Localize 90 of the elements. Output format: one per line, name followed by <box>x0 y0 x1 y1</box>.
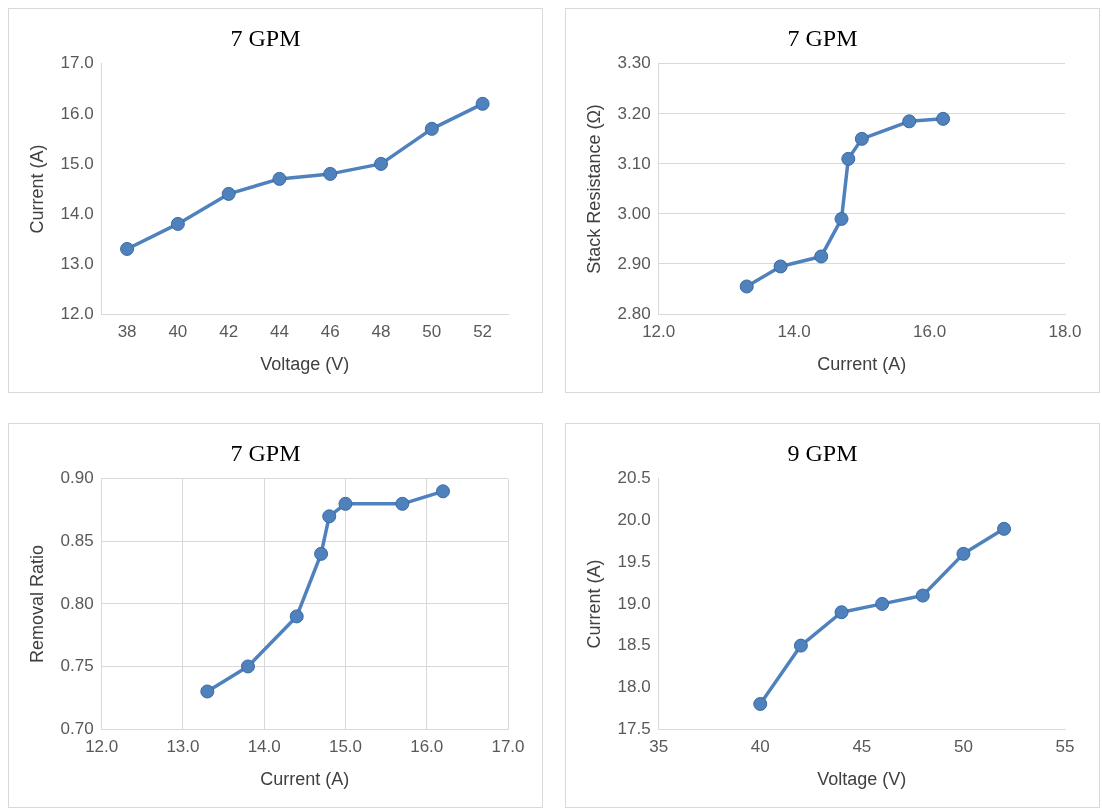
x-tick-label: 12.0 <box>85 736 119 756</box>
y-tick-label: 14.0 <box>60 203 94 223</box>
point <box>424 121 439 136</box>
y-tick-label: 3.10 <box>617 153 651 173</box>
point <box>915 588 930 603</box>
point <box>120 241 135 256</box>
x-axis-title: Voltage (V) <box>817 769 907 790</box>
point <box>475 96 490 111</box>
y-tick-label: 2.90 <box>617 253 651 273</box>
point <box>240 659 255 674</box>
point <box>854 131 869 146</box>
x-axis-title: Current (A) <box>260 769 350 790</box>
x-tick-label: 46 <box>320 321 340 341</box>
point <box>374 156 389 171</box>
x-tick-label: 50 <box>422 321 442 341</box>
point <box>323 166 338 181</box>
x-tick-label: 42 <box>219 321 239 341</box>
x-tick-label: 13.0 <box>166 736 200 756</box>
x-tick-label: 17.0 <box>491 736 525 756</box>
x-tick-label: 15.0 <box>328 736 363 756</box>
x-tick-label: 44 <box>269 321 289 341</box>
chart-title: 7 GPM <box>230 24 301 51</box>
point <box>322 509 337 524</box>
point <box>773 259 788 274</box>
y-tick-label: 0.85 <box>60 531 94 551</box>
y-tick-label: 20.0 <box>617 510 651 530</box>
point <box>936 111 951 126</box>
point <box>841 151 856 166</box>
y-tick-label: 13.0 <box>60 253 94 273</box>
y-tick-label: 19.5 <box>617 551 651 571</box>
y-tick-label: 3.00 <box>617 203 651 223</box>
y-axis-title: Current (A) <box>583 559 604 649</box>
y-tick-label: 18.0 <box>617 676 651 696</box>
x-tick-label: 14.0 <box>777 321 811 341</box>
point <box>956 546 971 561</box>
y-tick-label: 0.90 <box>60 468 94 488</box>
y-tick-label: 0.75 <box>60 656 94 676</box>
y-tick-label: 12.0 <box>60 303 94 323</box>
point <box>834 211 849 226</box>
y-tick-label: 3.20 <box>617 103 651 123</box>
x-tick-label: 45 <box>852 736 872 756</box>
point <box>739 279 754 294</box>
point <box>875 596 890 611</box>
x-tick-label: 35 <box>649 736 669 756</box>
y-tick-label: 16.0 <box>60 103 94 123</box>
chart-title: 9 GPM <box>787 439 858 466</box>
point <box>902 114 917 129</box>
point <box>793 638 808 653</box>
x-tick-label: 40 <box>750 736 770 756</box>
point <box>170 216 185 231</box>
x-tick-label: 38 <box>117 321 137 341</box>
point <box>834 605 849 620</box>
y-tick-label: 18.5 <box>617 635 651 655</box>
x-tick-label: 50 <box>953 736 973 756</box>
y-tick-label: 20.5 <box>617 468 651 488</box>
y-tick-label: 17.0 <box>60 53 94 73</box>
point <box>314 546 329 561</box>
y-axis-title: Stack Resistance (Ω) <box>583 104 604 274</box>
point <box>435 484 450 499</box>
point <box>753 696 768 711</box>
point <box>395 496 410 511</box>
point <box>338 496 353 511</box>
y-tick-label: 0.80 <box>60 593 94 613</box>
x-tick-label: 40 <box>168 321 188 341</box>
x-tick-label: 16.0 <box>410 736 444 756</box>
y-tick-label: 15.0 <box>60 153 94 173</box>
x-tick-label: 16.0 <box>913 321 947 341</box>
point <box>997 521 1012 536</box>
x-tick-label: 52 <box>473 321 493 341</box>
y-axis-title: Removal Ratio <box>26 544 47 663</box>
point <box>272 171 287 186</box>
y-tick-label: 17.5 <box>617 718 651 738</box>
chart-title: 7 GPM <box>230 439 301 466</box>
y-axis-title: Current (A) <box>26 144 47 234</box>
chart-title: 7 GPM <box>787 24 858 51</box>
point <box>814 249 829 264</box>
x-tick-label: 55 <box>1055 736 1075 756</box>
x-tick-label: 18.0 <box>1048 321 1082 341</box>
x-tick-label: 14.0 <box>247 736 281 756</box>
point <box>200 684 215 699</box>
y-tick-label: 19.0 <box>617 593 651 613</box>
y-tick-label: 0.70 <box>60 718 94 738</box>
point <box>289 609 304 624</box>
x-tick-label: 12.0 <box>642 321 676 341</box>
point <box>221 186 236 201</box>
x-axis-title: Current (A) <box>817 354 907 375</box>
y-tick-label: 2.80 <box>617 303 651 323</box>
x-axis-title: Voltage (V) <box>260 354 350 375</box>
y-tick-label: 3.30 <box>617 53 651 73</box>
x-tick-label: 48 <box>371 321 391 341</box>
